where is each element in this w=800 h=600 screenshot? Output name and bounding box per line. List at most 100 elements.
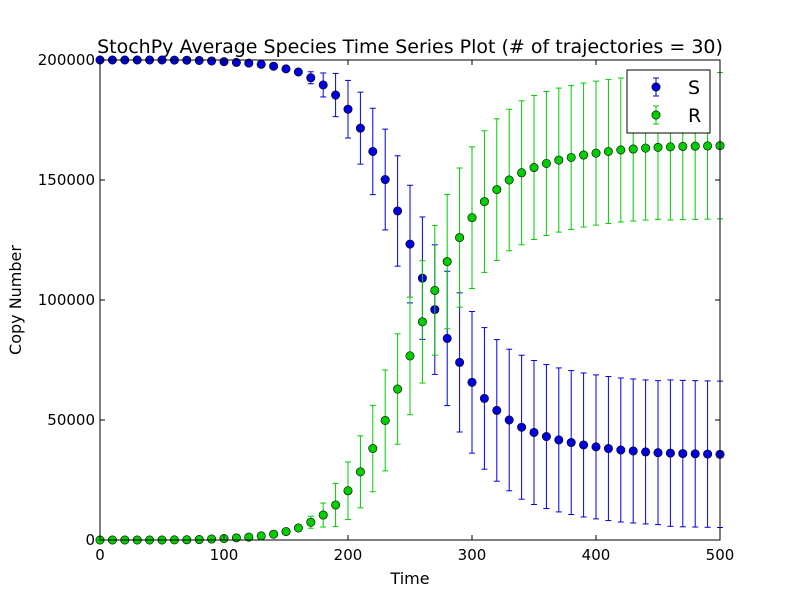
data-point bbox=[479, 197, 489, 207]
data-point bbox=[293, 67, 303, 77]
data-point bbox=[579, 150, 589, 160]
y-tick-label: 200000 bbox=[38, 51, 95, 69]
data-point bbox=[504, 175, 514, 185]
data-point bbox=[678, 449, 688, 459]
data-point bbox=[492, 405, 502, 415]
x-tick-label: 500 bbox=[706, 546, 735, 564]
y-tick-label: 150000 bbox=[38, 171, 95, 189]
data-point bbox=[355, 467, 365, 477]
data-point bbox=[256, 59, 266, 69]
data-point bbox=[442, 257, 452, 267]
data-point bbox=[269, 61, 279, 71]
legend-label: R bbox=[688, 105, 701, 127]
data-point bbox=[207, 56, 217, 66]
chart-title: StochPy Average Species Time Series Plot… bbox=[97, 36, 723, 58]
data-point bbox=[306, 517, 316, 527]
data-point bbox=[603, 444, 613, 454]
x-tick-label: 400 bbox=[582, 546, 611, 564]
data-point bbox=[368, 146, 378, 156]
data-point bbox=[380, 415, 390, 425]
data-point bbox=[318, 80, 328, 90]
data-point bbox=[616, 145, 626, 155]
data-point bbox=[665, 448, 675, 458]
data-point bbox=[529, 163, 539, 173]
data-point bbox=[393, 206, 403, 216]
data-point bbox=[343, 104, 353, 114]
data-point bbox=[678, 141, 688, 151]
data-point bbox=[467, 213, 477, 223]
data-point bbox=[579, 440, 589, 450]
data-point bbox=[244, 58, 254, 68]
data-point bbox=[405, 351, 415, 361]
data-point bbox=[529, 427, 539, 437]
data-point bbox=[653, 142, 663, 152]
data-point bbox=[455, 357, 465, 367]
legend-marker bbox=[651, 110, 661, 120]
data-point bbox=[554, 155, 564, 165]
data-point bbox=[641, 447, 651, 457]
data-point bbox=[554, 435, 564, 445]
y-tick-label: 100000 bbox=[38, 291, 95, 309]
data-point bbox=[331, 500, 341, 510]
y-tick-label: 50000 bbox=[47, 411, 95, 429]
data-point bbox=[231, 533, 241, 543]
axis-ticks: 0 100 200 300 400 500 0 50000 100000 150000 200000 bbox=[38, 51, 735, 564]
data-point bbox=[368, 444, 378, 454]
data-point bbox=[380, 175, 390, 185]
legend-box bbox=[626, 69, 711, 134]
legend: SR bbox=[626, 69, 711, 134]
data-point bbox=[343, 486, 353, 496]
data-point bbox=[653, 448, 663, 458]
data-point bbox=[281, 527, 291, 537]
data-point bbox=[690, 141, 700, 151]
data-point bbox=[703, 141, 713, 151]
data-point bbox=[517, 168, 527, 178]
x-tick-label: 0 bbox=[95, 546, 105, 564]
data-point bbox=[430, 285, 440, 295]
data-point bbox=[504, 415, 514, 425]
x-tick-label: 100 bbox=[210, 546, 239, 564]
y-axis-label: Copy Number bbox=[6, 245, 25, 355]
data-point bbox=[293, 523, 303, 533]
data-point bbox=[256, 531, 266, 541]
data-point bbox=[442, 333, 452, 343]
data-point bbox=[641, 143, 651, 153]
data-point bbox=[628, 446, 638, 456]
data-point bbox=[665, 142, 675, 152]
data-point bbox=[455, 233, 465, 243]
data-point bbox=[517, 422, 527, 432]
data-point bbox=[591, 148, 601, 158]
legend-marker bbox=[651, 82, 661, 92]
data-point bbox=[603, 146, 613, 156]
plot-frame bbox=[99, 59, 721, 541]
legend-label: S bbox=[688, 77, 700, 99]
data-point bbox=[541, 432, 551, 442]
x-tick-label: 200 bbox=[334, 546, 363, 564]
data-point bbox=[417, 317, 427, 327]
data-point bbox=[306, 73, 316, 83]
data-point bbox=[405, 239, 415, 249]
y-tick-label: 0 bbox=[85, 531, 95, 549]
data-point bbox=[566, 438, 576, 448]
x-axis-label: Time bbox=[389, 569, 429, 588]
data-point bbox=[231, 57, 241, 67]
data-point bbox=[566, 152, 576, 162]
data-point bbox=[616, 445, 626, 455]
data-point bbox=[355, 123, 365, 133]
data-point bbox=[281, 64, 291, 74]
data-point bbox=[628, 144, 638, 154]
data-point bbox=[690, 449, 700, 459]
data-point bbox=[591, 442, 601, 452]
data-point bbox=[541, 158, 551, 168]
data-point bbox=[331, 90, 341, 100]
data-point bbox=[492, 185, 502, 195]
data-point bbox=[467, 377, 477, 387]
data-point bbox=[207, 534, 217, 544]
data-point bbox=[244, 532, 254, 542]
data-point bbox=[393, 384, 403, 394]
data-point bbox=[703, 449, 713, 459]
data-point bbox=[318, 510, 328, 520]
x-tick-label: 300 bbox=[458, 546, 487, 564]
data-point bbox=[269, 529, 279, 539]
